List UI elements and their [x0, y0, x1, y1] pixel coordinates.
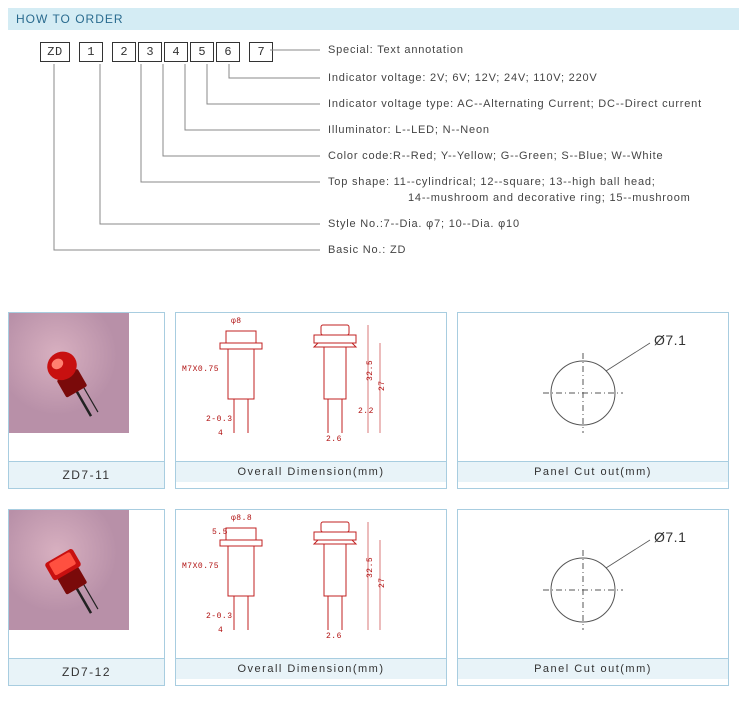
- svg-text:5.5: 5.5: [212, 528, 228, 537]
- product-photo-card: ZD7-12: [8, 509, 165, 686]
- product-photo: [9, 313, 164, 461]
- desc-line: Illuminator: L--LED; N--Neon: [328, 124, 490, 136]
- desc-line: Indicator voltage: 2V; 6V; 12V; 24V; 110…: [328, 72, 598, 84]
- svg-text:4: 4: [218, 626, 223, 635]
- svg-text:φ8: φ8: [231, 317, 242, 326]
- svg-text:2-0.3: 2-0.3: [206, 415, 233, 424]
- svg-text:2-0.3: 2-0.3: [206, 612, 233, 621]
- desc-line: Style No.:7--Dia. φ7; 10--Dia. φ10: [328, 218, 520, 230]
- desc-line: Special: Text annotation: [328, 44, 464, 56]
- product-row: ZD7-11 φ8 M7X0.75 2-0.3 4: [8, 312, 739, 489]
- code-box-row: ZD 1 23456 7: [40, 42, 275, 62]
- svg-text:32.5: 32.5: [366, 360, 375, 381]
- code-box-4: 4: [164, 42, 188, 62]
- cutout-drawing: Ø7.1: [458, 510, 728, 658]
- desc-line: Basic No.: ZD: [328, 244, 406, 256]
- dimension-drawing: φ8 M7X0.75 2-0.3 4 2.6 32.5 27 2.2: [176, 313, 446, 461]
- dimension-card: φ8 M7X0.75 2-0.3 4 2.6 32.5 27 2.2 Overa…: [175, 312, 447, 489]
- dimension-label: Overall Dimension(mm): [176, 658, 446, 679]
- cutout-drawing: Ø7.1: [458, 313, 728, 461]
- dimension-drawing: φ8.8 M7X0.75 2-0.3 4 2.6 32.5 27 5.5: [176, 510, 446, 658]
- desc-line: Indicator voltage type: AC--Alternating …: [328, 98, 702, 110]
- svg-text:27: 27: [378, 380, 387, 391]
- product-photo-card: ZD7-11: [8, 312, 165, 489]
- svg-text:2.2: 2.2: [358, 407, 374, 416]
- desc-line: 14--mushroom and decorative ring; 15--mu…: [408, 192, 691, 204]
- code-box-2: 2: [112, 42, 136, 62]
- product-photo: [9, 510, 164, 658]
- svg-text:M7X0.75: M7X0.75: [182, 562, 219, 571]
- cutout-card: Ø7.1 Panel Cut out(mm): [457, 509, 729, 686]
- cutout-label: Panel Cut out(mm): [458, 461, 728, 482]
- svg-text:φ8.8: φ8.8: [231, 514, 252, 523]
- cutout-card: Ø7.1 Panel Cut out(mm): [457, 312, 729, 489]
- ordering-diagram: ZD 1 23456 7 Special: Text annotation Ind…: [8, 42, 739, 302]
- model-label: ZD7-12: [9, 658, 164, 685]
- code-box-6: 6: [216, 42, 240, 62]
- svg-text:Ø7.1: Ø7.1: [654, 332, 686, 348]
- svg-text:32.5: 32.5: [366, 557, 375, 578]
- code-box-zd: ZD: [40, 42, 70, 62]
- desc-line: Top shape: 11--cylindrical; 12--square; …: [328, 176, 656, 188]
- svg-text:Ø7.1: Ø7.1: [654, 529, 686, 545]
- dimension-card: φ8.8 M7X0.75 2-0.3 4 2.6 32.5 27 5.5 Ove…: [175, 509, 447, 686]
- product-row: ZD7-12 φ8.8 M7X0.75 2-0.3 4: [8, 509, 739, 686]
- model-label: ZD7-11: [9, 461, 164, 488]
- svg-text:27: 27: [378, 577, 387, 588]
- svg-text:4: 4: [218, 429, 223, 438]
- svg-text:M7X0.75: M7X0.75: [182, 365, 219, 374]
- code-box-7: 7: [249, 42, 273, 62]
- cutout-label: Panel Cut out(mm): [458, 658, 728, 679]
- svg-text:2.6: 2.6: [326, 632, 342, 641]
- code-box-5: 5: [190, 42, 214, 62]
- code-box-1: 1: [79, 42, 103, 62]
- dimension-label: Overall Dimension(mm): [176, 461, 446, 482]
- desc-line: Color code:R--Red; Y--Yellow; G--Green; …: [328, 150, 663, 162]
- code-box-3: 3: [138, 42, 162, 62]
- section-header: HOW TO ORDER: [8, 8, 739, 30]
- svg-text:2.6: 2.6: [326, 435, 342, 444]
